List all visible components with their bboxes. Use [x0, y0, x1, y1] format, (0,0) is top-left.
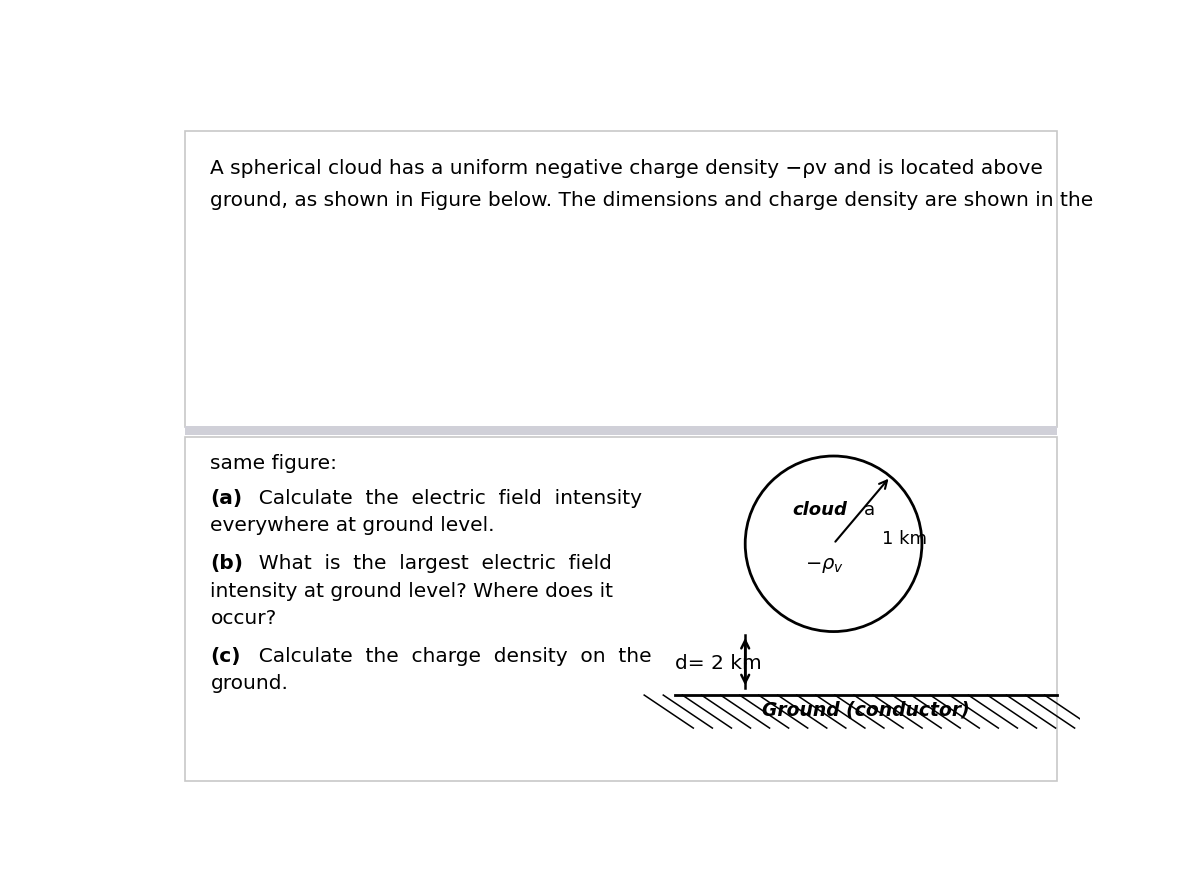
Text: What  is  the  largest  electric  field: What is the largest electric field [246, 554, 612, 573]
Text: Calculate  the  electric  field  intensity: Calculate the electric field intensity [246, 488, 642, 508]
Ellipse shape [745, 456, 922, 631]
Text: ground, as shown in Figure below. The dimensions and charge density are shown in: ground, as shown in Figure below. The di… [210, 191, 1093, 210]
Text: intensity at ground level? Where does it: intensity at ground level? Where does it [210, 581, 613, 601]
FancyBboxPatch shape [185, 438, 1057, 781]
Text: ground.: ground. [210, 674, 288, 694]
Text: a: a [864, 502, 875, 520]
Text: Calculate  the  charge  density  on  the: Calculate the charge density on the [246, 647, 652, 666]
Text: cloud: cloud [792, 502, 847, 520]
Text: $-\rho_v$: $-\rho_v$ [805, 556, 844, 575]
Text: (c): (c) [210, 647, 241, 666]
Text: 1 km: 1 km [882, 530, 926, 548]
Text: (a): (a) [210, 488, 242, 508]
FancyBboxPatch shape [185, 426, 1057, 435]
Text: d= 2 km: d= 2 km [676, 654, 762, 672]
Text: A spherical cloud has a uniform negative charge density −ρv and is located above: A spherical cloud has a uniform negative… [210, 159, 1043, 178]
Text: Ground (conductor): Ground (conductor) [762, 700, 970, 720]
Text: occur?: occur? [210, 609, 277, 628]
Text: everywhere at ground level.: everywhere at ground level. [210, 516, 494, 535]
Text: (b): (b) [210, 554, 244, 573]
FancyBboxPatch shape [185, 131, 1057, 427]
Text: same figure:: same figure: [210, 455, 337, 473]
